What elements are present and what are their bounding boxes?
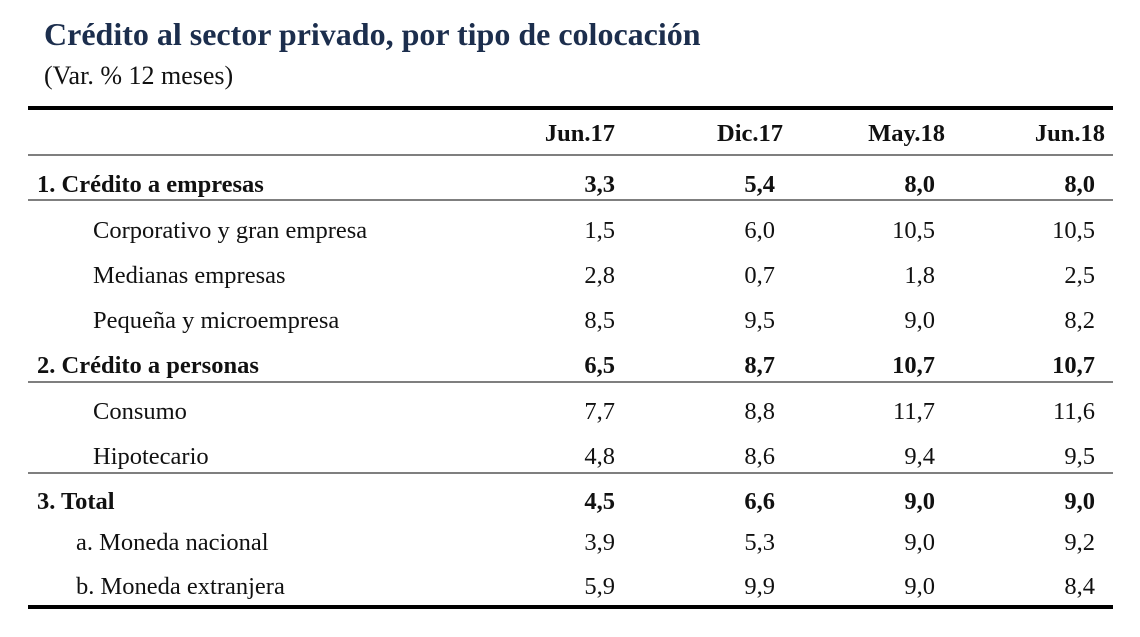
row-label: Hipotecario bbox=[93, 443, 209, 470]
cell: 0,7 bbox=[744, 262, 775, 289]
cell: 5,3 bbox=[744, 529, 775, 556]
cell: 11,7 bbox=[893, 398, 935, 425]
cell: 8,7 bbox=[744, 352, 775, 379]
table-row: Consumo 7,7 8,8 11,7 11,6 bbox=[0, 392, 1140, 432]
cell: 7,7 bbox=[584, 398, 615, 425]
cell: 10,7 bbox=[1052, 352, 1095, 379]
cell: 9,2 bbox=[1064, 529, 1095, 556]
row-label: 1. Crédito a empresas bbox=[37, 171, 264, 198]
cell: 1,8 bbox=[904, 262, 935, 289]
cell: 9,5 bbox=[744, 307, 775, 334]
column-header: Jun.18 bbox=[1034, 120, 1105, 147]
cell: 8,5 bbox=[584, 307, 615, 334]
cell: 3,3 bbox=[584, 171, 615, 198]
cell: 3,9 bbox=[584, 529, 615, 556]
cell: 4,5 bbox=[584, 488, 615, 515]
section-rule bbox=[28, 472, 1113, 474]
cell: 10,5 bbox=[892, 217, 935, 244]
cell: 8,0 bbox=[1064, 171, 1095, 198]
cell: 8,6 bbox=[744, 443, 775, 470]
row-label: Corporativo y gran empresa bbox=[93, 217, 368, 244]
cell: 6,6 bbox=[744, 488, 775, 515]
cell: 6,5 bbox=[584, 352, 615, 379]
header-row: Jun.17 Dic.17 May.18 Jun.18 bbox=[0, 114, 1140, 154]
cell: 9,4 bbox=[904, 443, 935, 470]
table-row: b. Moneda extranjera 5,9 9,9 9,0 8,4 bbox=[0, 567, 1140, 607]
row-label: a. Moneda nacional bbox=[76, 529, 269, 556]
cell: 9,0 bbox=[904, 488, 935, 515]
cell: 6,0 bbox=[744, 217, 775, 244]
section-rule bbox=[28, 381, 1113, 383]
table-row: 1. Crédito a empresas 3,3 5,4 8,0 8,0 bbox=[0, 165, 1140, 205]
cell: 2,8 bbox=[584, 262, 615, 289]
cell: 11,6 bbox=[1053, 398, 1095, 425]
table-row: Medianas empresas 2,8 0,7 1,8 2,5 bbox=[0, 256, 1140, 296]
cell: 8,4 bbox=[1064, 573, 1095, 600]
row-label: 3. Total bbox=[37, 488, 115, 515]
row-label: Consumo bbox=[93, 398, 187, 425]
table-subtitle: (Var. % 12 meses) bbox=[44, 61, 234, 90]
column-header: May.18 bbox=[868, 120, 945, 147]
top-rule bbox=[28, 106, 1113, 110]
cell: 10,5 bbox=[1052, 217, 1095, 244]
cell: 8,0 bbox=[904, 171, 935, 198]
row-label: Pequeña y microempresa bbox=[93, 307, 340, 334]
cell: 2,5 bbox=[1064, 262, 1095, 289]
table-row: 3. Total 4,5 6,6 9,0 9,0 bbox=[0, 482, 1140, 522]
cell: 9,9 bbox=[744, 573, 775, 600]
cell: 5,9 bbox=[584, 573, 615, 600]
section-rule bbox=[28, 199, 1113, 201]
cell: 9,0 bbox=[904, 529, 935, 556]
cell: 9,0 bbox=[1064, 488, 1095, 515]
table-title: Crédito al sector privado, por tipo de c… bbox=[44, 16, 701, 52]
header-rule bbox=[28, 154, 1113, 156]
row-label: b. Moneda extranjera bbox=[76, 573, 285, 600]
table-row: 2. Crédito a personas 6,5 8,7 10,7 10,7 bbox=[0, 346, 1140, 386]
table-row: Corporativo y gran empresa 1,5 6,0 10,5 … bbox=[0, 211, 1140, 251]
column-header: Jun.17 bbox=[544, 120, 615, 147]
cell: 8,8 bbox=[744, 398, 775, 425]
table-row: Pequeña y microempresa 8,5 9,5 9,0 8,2 bbox=[0, 301, 1140, 341]
cell: 4,8 bbox=[584, 443, 615, 470]
row-label: 2. Crédito a personas bbox=[37, 352, 259, 379]
cell: 10,7 bbox=[892, 352, 935, 379]
cell: 1,5 bbox=[584, 217, 615, 244]
cell: 9,0 bbox=[904, 573, 935, 600]
row-label: Medianas empresas bbox=[93, 262, 286, 289]
cell: 9,5 bbox=[1064, 443, 1095, 470]
bottom-rule bbox=[28, 605, 1113, 609]
table-row: a. Moneda nacional 3,9 5,3 9,0 9,2 bbox=[0, 523, 1140, 563]
cell: 8,2 bbox=[1064, 307, 1095, 334]
cell: 9,0 bbox=[904, 307, 935, 334]
table-row: Hipotecario 4,8 8,6 9,4 9,5 bbox=[0, 437, 1140, 477]
cell: 5,4 bbox=[744, 171, 775, 198]
column-header: Dic.17 bbox=[717, 120, 783, 147]
